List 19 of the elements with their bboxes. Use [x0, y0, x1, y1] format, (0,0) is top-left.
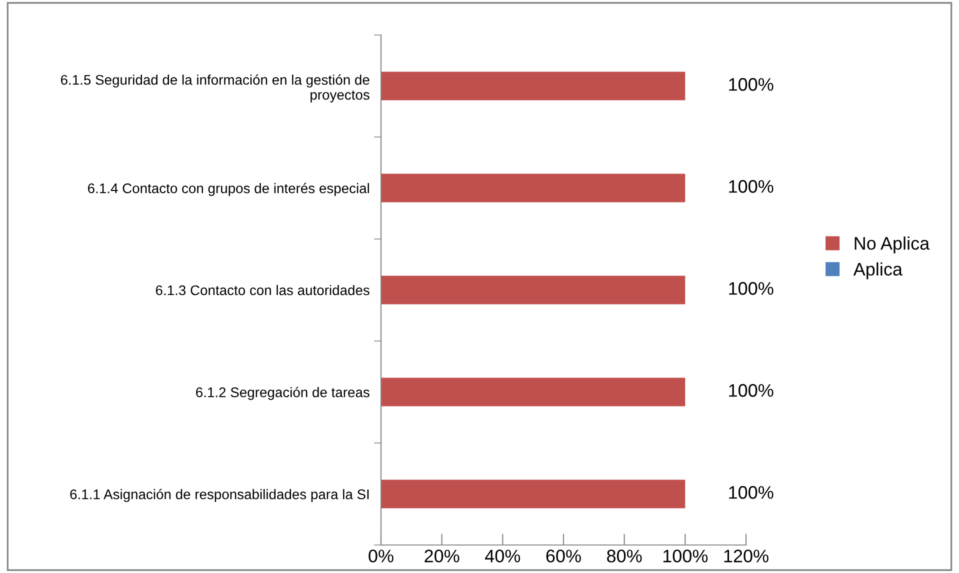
y-tick-label: 6.1.4 Contacto con grupos de interés especial [88, 182, 369, 196]
x-tick-label: 80% [607, 550, 642, 562]
legend-label: Aplica [853, 262, 903, 280]
x-tick-label: 20% [424, 550, 460, 562]
data-label: 100% [729, 486, 774, 499]
data-label: 100% [729, 282, 774, 295]
data-label: 100% [729, 384, 774, 397]
y-tick-label: 6.1.3 Contacto con las autoridades [156, 284, 370, 296]
y-tick-label: 6.1.2 Segregación de tareas [196, 386, 370, 400]
x-tick-label: 0% [368, 550, 394, 562]
y-tick-label: 6.1.5 Seguridad de la información en la gestión de proyectos [60, 74, 370, 102]
legend-label: No Aplica [854, 236, 930, 254]
x-tick-label: 60% [546, 550, 581, 562]
data-label: 100% [729, 78, 774, 91]
x-tick-label: 40% [485, 550, 520, 562]
data-label: 100% [729, 180, 774, 193]
x-tick-label: 100% [663, 550, 708, 562]
x-tick-label: 120% [724, 550, 768, 562]
y-tick-label: 6.1.1 Asignación de responsabilidades para la SI [70, 488, 369, 502]
